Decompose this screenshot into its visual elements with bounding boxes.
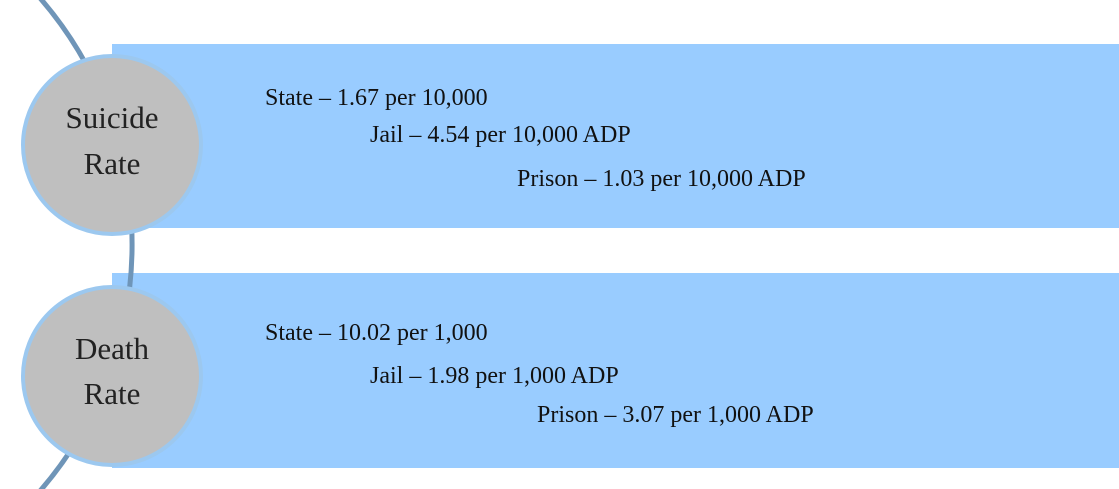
- text-line: Prison – 1.03 per 10,000 ADP: [517, 166, 806, 192]
- circle-label: Rate: [84, 376, 141, 411]
- band: [112, 273, 1119, 468]
- text-line: Jail – 1.98 per 1,000 ADP: [370, 363, 619, 389]
- band: [112, 44, 1119, 228]
- circle-label: Rate: [84, 146, 141, 181]
- circle: [21, 285, 203, 467]
- circle: [21, 54, 203, 236]
- circle-label: Death: [75, 331, 150, 366]
- text-line: Prison – 3.07 per 1,000 ADP: [537, 402, 814, 428]
- text-line: Jail – 4.54 per 10,000 ADP: [370, 122, 631, 148]
- circle-label: Suicide: [66, 100, 159, 135]
- text-line: State – 1.67 per 10,000: [265, 85, 488, 111]
- text-line: State – 10.02 per 1,000: [265, 320, 488, 346]
